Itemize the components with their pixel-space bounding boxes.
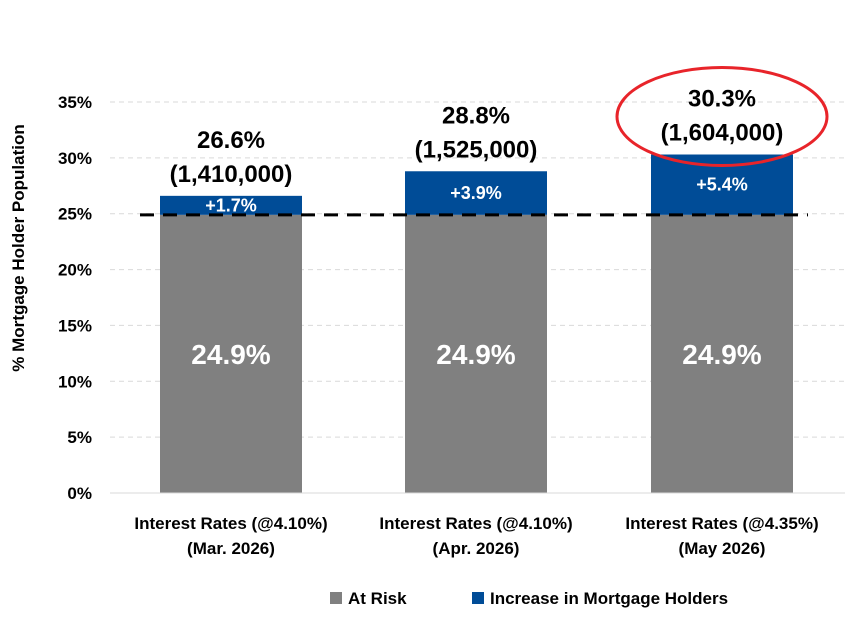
bar-at-risk xyxy=(651,214,793,493)
increase-value-label: +5.4% xyxy=(696,175,748,195)
y-tick-label: 10% xyxy=(58,372,92,391)
legend-swatch-increase xyxy=(472,592,484,604)
y-tick-label: 0% xyxy=(67,484,92,503)
legend-label-at-risk: At Risk xyxy=(348,589,407,608)
y-tick-label: 20% xyxy=(58,261,92,280)
category-label-line2: (Mar. 2026) xyxy=(187,539,275,558)
category-label-line1: Interest Rates (@4.10%) xyxy=(379,514,572,533)
total-count-label: (1,604,000) xyxy=(661,120,784,147)
y-axis-label: % Mortgage Holder Population xyxy=(9,124,28,371)
total-percent-label: 28.8% xyxy=(442,102,510,129)
category-label-line1: Interest Rates (@4.10%) xyxy=(134,514,327,533)
increase-value-label: +3.9% xyxy=(450,183,502,203)
total-count-label: (1,525,000) xyxy=(415,136,538,163)
bar-value-label: 24.9% xyxy=(436,339,515,370)
y-tick-label: 25% xyxy=(58,205,92,224)
bar-at-risk xyxy=(405,214,547,493)
y-tick-label: 30% xyxy=(58,149,92,168)
total-percent-label: 30.3% xyxy=(688,86,756,113)
bar-value-label: 24.9% xyxy=(682,339,761,370)
y-axis-ticks: 0% 5% 10% 15% 20% 25% 30% 35% xyxy=(58,93,92,503)
increase-value-label: +1.7% xyxy=(205,195,257,215)
x-axis-categories: Interest Rates (@4.10%) (Mar. 2026) Intere… xyxy=(134,514,818,558)
bar-at-risk xyxy=(160,214,302,493)
y-tick-label: 15% xyxy=(58,316,92,335)
bar-value-label: 24.9% xyxy=(191,339,270,370)
legend-label-increase: Increase in Mortgage Holders xyxy=(490,589,728,608)
category-label-line2: (Apr. 2026) xyxy=(433,539,520,558)
y-tick-label: 35% xyxy=(58,93,92,112)
bars xyxy=(160,154,793,493)
total-count-label: (1,410,000) xyxy=(170,161,293,188)
category-label-line2: (May 2026) xyxy=(679,539,766,558)
legend-swatch-at-risk xyxy=(330,592,342,604)
legend: At Risk Increase in Mortgage Holders xyxy=(330,589,728,608)
total-percent-label: 26.6% xyxy=(197,127,265,154)
bar-increase xyxy=(160,195,302,215)
category-label-line1: Interest Rates (@4.35%) xyxy=(625,514,818,533)
highlight-ellipse xyxy=(615,66,829,168)
bar-labels: 24.9% +1.7% 26.6% (1,410,000) 24.9% +3.9% 28.8… xyxy=(170,66,829,370)
bar-increase xyxy=(405,171,547,215)
y-tick-label: 5% xyxy=(67,428,92,447)
